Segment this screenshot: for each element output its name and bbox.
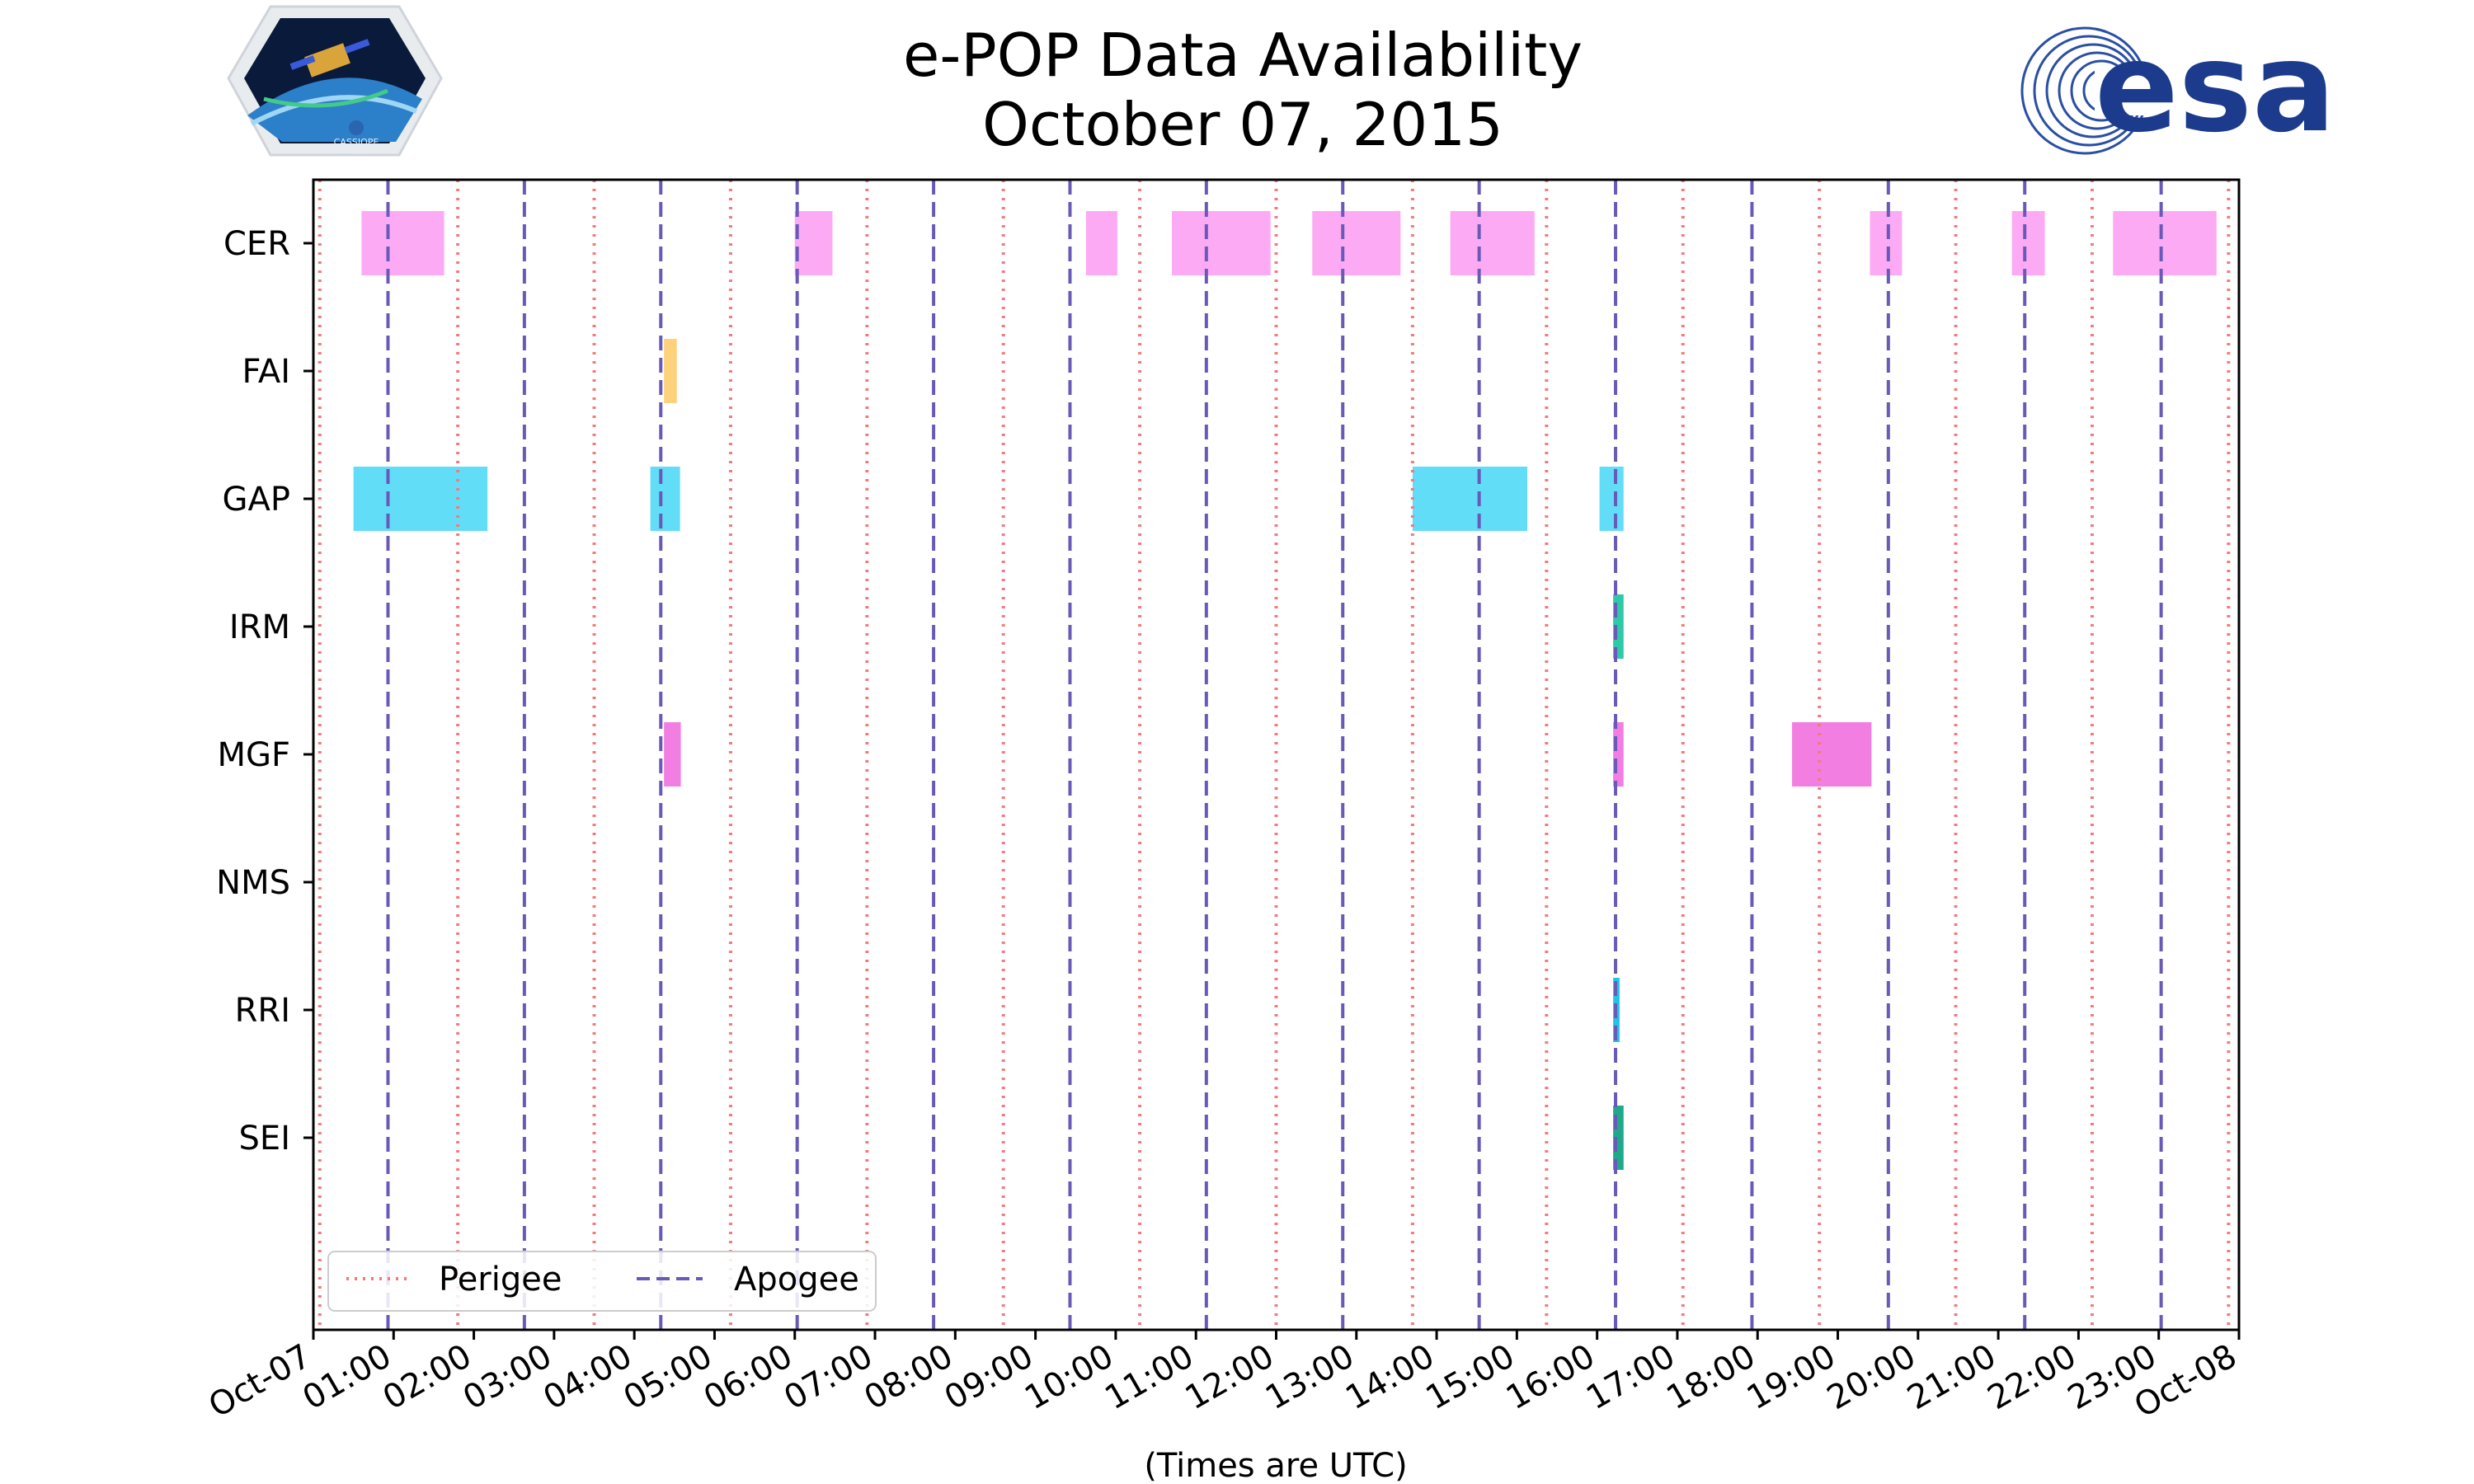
bar-cer-2	[1085, 211, 1117, 275]
bar-cer-1	[794, 211, 833, 275]
x-tick-label-15: 15:00	[1420, 1337, 1522, 1417]
y-tick-label-nms: NMS	[216, 864, 290, 902]
x-tick-label-4: 04:00	[537, 1337, 638, 1417]
bar-fai-0	[664, 339, 677, 403]
x-tick-label-0: Oct-07	[203, 1337, 317, 1425]
legend-perigee-label: Perigee	[439, 1261, 562, 1298]
x-axis-label: (Times are UTC)	[1144, 1447, 1407, 1484]
esa-logo-text: esa	[2095, 16, 2335, 160]
bar-mgf-0	[664, 722, 681, 787]
orbit-lines	[317, 180, 2231, 1330]
y-tick-label-irm: IRM	[229, 608, 290, 646]
x-tick-label-22: 22:00	[1982, 1337, 2083, 1417]
x-tick-label-21: 21:00	[1901, 1337, 2002, 1417]
x-tick-label-12: 12:00	[1179, 1337, 1281, 1417]
y-tick-label-sei: SEI	[239, 1120, 290, 1158]
bar-gap-3	[1599, 467, 1624, 531]
legend-box	[327, 1251, 877, 1312]
y-tick-label-cer: CER	[223, 225, 290, 263]
bar-cer-5	[1450, 211, 1535, 275]
x-tick-label-9: 09:00	[938, 1337, 1040, 1417]
x-tick-label-16: 16:00	[1500, 1337, 1602, 1417]
bar-cer-0	[361, 211, 444, 275]
y-tick-label-rri: RRI	[235, 992, 290, 1030]
x-tick-label-2: 02:00	[377, 1337, 478, 1417]
x-tick-label-8: 08:00	[858, 1337, 959, 1417]
x-tick-label-14: 14:00	[1339, 1337, 1441, 1417]
y-tick-label-gap: GAP	[223, 481, 290, 519]
bar-cer-3	[1172, 211, 1271, 275]
x-tick-label-11: 11:00	[1098, 1337, 1200, 1417]
x-tick-label-19: 19:00	[1741, 1337, 1842, 1417]
bar-cer-4	[1312, 211, 1401, 275]
data-bars	[353, 211, 2217, 1170]
bar-cer-7	[2011, 211, 2045, 275]
bar-mgf-1	[1613, 722, 1624, 787]
legend[interactable]: Perigee Apogee	[327, 1251, 877, 1312]
y-tick-label-mgf: MGF	[217, 736, 290, 774]
x-tick-label-1: 01:00	[296, 1337, 397, 1417]
x-axis: Oct-0701:0002:0003:0004:0005:0006:0007:0…	[203, 1330, 2243, 1425]
cassiope-logo: CASSIOPE	[227, 5, 443, 157]
bar-gap-2	[1412, 467, 1528, 531]
x-tick-label-10: 10:00	[1018, 1337, 1120, 1417]
x-tick-label-5: 05:00	[618, 1337, 719, 1417]
x-tick-label-6: 06:00	[698, 1337, 799, 1417]
bar-gap-0	[353, 467, 488, 531]
x-tick-label-18: 18:00	[1660, 1337, 1761, 1417]
x-tick-label-3: 03:00	[457, 1337, 558, 1417]
x-tick-label-7: 07:00	[778, 1337, 879, 1417]
x-tick-label-20: 20:00	[1821, 1337, 1922, 1417]
y-tick-label-fai: FAI	[242, 353, 291, 391]
bar-gap-1	[650, 467, 680, 531]
esa-logo: esa	[2020, 16, 2335, 160]
x-tick-label-13: 13:00	[1259, 1337, 1361, 1417]
bar-cer-6	[1870, 211, 1903, 275]
legend-apogee-label: Apogee	[734, 1261, 859, 1298]
x-tick-label-17: 17:00	[1580, 1337, 1681, 1417]
chart-title: e-POP Data Availability	[903, 21, 1583, 90]
cassiope-logo-text: CASSIOPE	[334, 137, 379, 148]
bar-mgf-2	[1792, 722, 1872, 787]
bar-cer-8	[2113, 211, 2217, 275]
chart-subtitle: October 07, 2015	[982, 90, 1503, 159]
y-axis: CER FAI GAP IRM MGF NMS RRI SEI	[216, 225, 313, 1158]
